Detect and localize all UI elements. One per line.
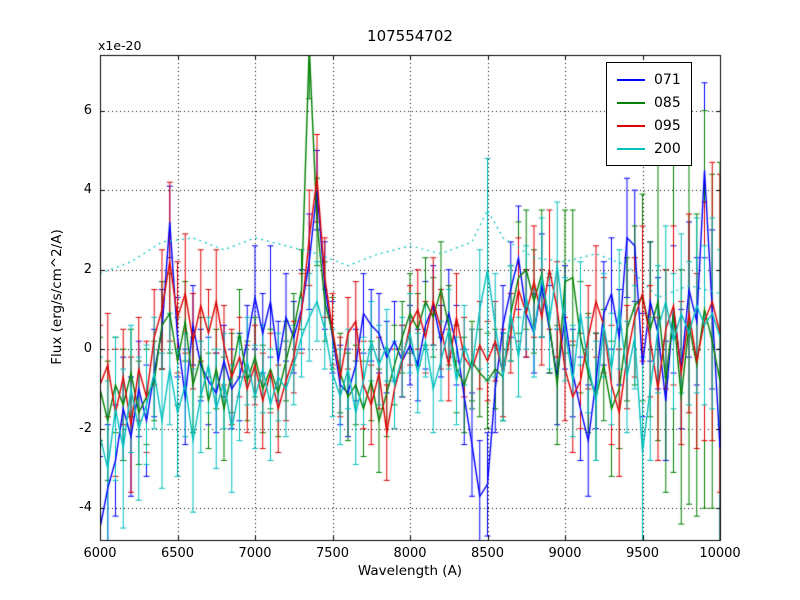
y-tick-label: 2 — [83, 261, 92, 277]
x-tick-label: 6500 — [160, 546, 195, 561]
x-tick-label: 10000 — [699, 546, 741, 561]
y-tick-label: -4 — [79, 500, 92, 516]
x-tick-label: 9500 — [625, 546, 660, 561]
legend-label: 071 — [654, 71, 681, 88]
legend-line-sample — [617, 101, 645, 104]
x-tick-label: 7000 — [238, 546, 272, 561]
legend-label: 200 — [654, 140, 681, 157]
y-tick-label: -2 — [79, 420, 92, 436]
legend-entry-200: 200 — [617, 137, 681, 160]
x-tick-label: 8500 — [470, 546, 505, 561]
legend-line-sample — [617, 147, 645, 150]
y-tick-label: 6 — [83, 102, 92, 118]
legend-entry-095: 095 — [617, 114, 681, 137]
legend-line-sample — [617, 124, 645, 127]
y-tick-label: 0 — [83, 341, 92, 357]
y-tick-label: 4 — [83, 182, 92, 198]
plot-title: 107554702 — [367, 27, 453, 45]
legend-label: 085 — [654, 94, 681, 111]
x-axis-label: Wavelength (A) — [357, 563, 463, 579]
legend: 071 085 095 200 — [606, 62, 692, 166]
x-tick-label: 7500 — [315, 546, 350, 561]
y-axis-offset-text: x1e-20 — [98, 38, 142, 53]
legend-entry-071: 071 — [617, 68, 681, 91]
legend-entry-085: 085 — [617, 91, 681, 114]
x-tick-label: 9000 — [548, 546, 582, 561]
x-tick-label: 8000 — [393, 546, 427, 561]
legend-label: 095 — [654, 117, 681, 134]
legend-line-sample — [617, 78, 645, 81]
x-tick-label: 6000 — [83, 546, 117, 561]
